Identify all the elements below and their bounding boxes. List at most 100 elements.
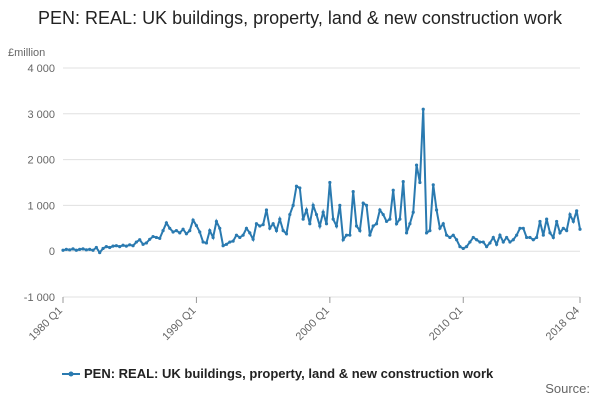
- data-point: [91, 248, 95, 252]
- data-point: [521, 226, 525, 230]
- source: Source:: [545, 381, 590, 396]
- data-point: [318, 224, 322, 228]
- data-point: [398, 217, 402, 221]
- data-point: [468, 240, 472, 244]
- data-point: [131, 244, 135, 248]
- data-point: [408, 222, 412, 226]
- data-point: [555, 219, 559, 224]
- data-point: [434, 208, 439, 212]
- y-tick-label: 0: [49, 246, 55, 258]
- y-axis-label: £million: [8, 47, 45, 59]
- data-point: [214, 219, 219, 224]
- data-point: [451, 233, 455, 237]
- data-point: [298, 186, 302, 190]
- data-point: [94, 245, 98, 250]
- y-tick-label: 3 000: [27, 109, 55, 121]
- data-point: [161, 228, 165, 233]
- data-point: [371, 224, 375, 228]
- data-point: [328, 180, 332, 185]
- chart-title: PEN: REAL: UK buildings, property, land …: [38, 8, 563, 28]
- data-point: [278, 217, 282, 221]
- data-point: [388, 217, 392, 221]
- data-point: [188, 228, 192, 233]
- data-point: [344, 233, 349, 237]
- data-point: [454, 238, 459, 242]
- data-point: [394, 222, 399, 226]
- y-tick-label: 4 000: [27, 63, 55, 75]
- data-point: [74, 248, 78, 252]
- data-point: [401, 179, 405, 184]
- data-point: [361, 201, 365, 205]
- data-point: [548, 231, 552, 235]
- data-point: [518, 226, 522, 230]
- data-point: [488, 241, 492, 245]
- data-point: [471, 235, 475, 240]
- data-point: [221, 244, 225, 248]
- data-point: [241, 233, 245, 237]
- data-point: [485, 245, 489, 249]
- data-point: [174, 228, 179, 233]
- data-point: [308, 222, 312, 226]
- data-point: [204, 241, 209, 245]
- data-point: [535, 235, 539, 240]
- data-point: [228, 240, 232, 244]
- data-point: [264, 208, 269, 212]
- data-point: [154, 235, 158, 240]
- data-point: [178, 231, 182, 235]
- data-point: [561, 226, 565, 230]
- data-point: [334, 224, 339, 228]
- data-point: [108, 245, 112, 250]
- data-point: [231, 239, 235, 243]
- data-point: [541, 233, 545, 237]
- data-point: [508, 240, 512, 244]
- data-point: [431, 183, 435, 187]
- data-point: [151, 234, 155, 239]
- data-point: [578, 227, 582, 231]
- data-point: [121, 243, 125, 247]
- data-point: [368, 233, 372, 237]
- data-point: [495, 242, 499, 246]
- data-point: [525, 235, 529, 240]
- data-point: [354, 224, 359, 228]
- series-line: [62, 109, 581, 255]
- data-point: [464, 245, 469, 249]
- y-tick-label: -1 000: [24, 292, 55, 304]
- data-point: [211, 235, 215, 240]
- data-point: [254, 222, 259, 226]
- data-point: [498, 233, 502, 237]
- data-point: [61, 248, 65, 252]
- data-point: [558, 231, 562, 235]
- data-point: [134, 240, 138, 244]
- data-point: [374, 222, 379, 226]
- data-point: [171, 230, 175, 234]
- data-point: [411, 210, 415, 214]
- data-point: [378, 208, 382, 212]
- data-point: [104, 245, 108, 249]
- data-point: [128, 243, 132, 247]
- data-point: [98, 250, 102, 255]
- data-point: [381, 212, 385, 217]
- data-point: [284, 232, 289, 236]
- data-point: [194, 223, 199, 228]
- data-point: [191, 218, 195, 222]
- data-point: [201, 240, 205, 244]
- data-point: [438, 226, 442, 230]
- data-point: [458, 245, 462, 249]
- data-point: [208, 228, 212, 233]
- data-point: [78, 247, 82, 251]
- data-point: [551, 235, 555, 240]
- data-point: [181, 227, 185, 231]
- data-point: [141, 242, 145, 246]
- data-point: [124, 244, 128, 248]
- data-point: [501, 240, 505, 244]
- data-point: [444, 233, 449, 237]
- data-point: [84, 248, 88, 252]
- data-point: [418, 180, 422, 185]
- data-point: [351, 190, 355, 194]
- data-point: [384, 219, 389, 224]
- data-point: [248, 231, 252, 235]
- data-point: [158, 236, 162, 240]
- data-point: [515, 233, 519, 237]
- data-point: [321, 210, 325, 214]
- data-point: [88, 247, 92, 251]
